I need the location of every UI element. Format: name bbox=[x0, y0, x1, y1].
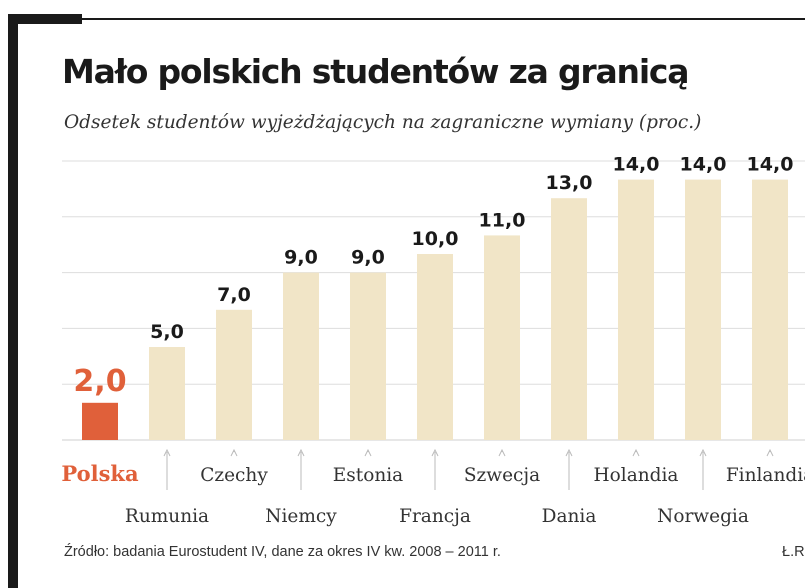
frame-top-rule bbox=[82, 18, 805, 20]
bar-polska bbox=[82, 402, 118, 440]
tick-arrow bbox=[498, 448, 506, 457]
bar-holandia bbox=[618, 179, 654, 440]
category-label: Czechy bbox=[200, 465, 268, 486]
value-label: 13,0 bbox=[546, 172, 593, 194]
category-label: Szwecja bbox=[464, 465, 540, 486]
tick-arrow bbox=[163, 448, 171, 457]
tick-arrow bbox=[699, 448, 707, 457]
value-label: 2,0 bbox=[73, 364, 126, 399]
value-label: 7,0 bbox=[217, 284, 251, 306]
bar-szwecja bbox=[484, 235, 520, 440]
category-label: Holandia bbox=[594, 465, 679, 486]
value-label: 14,0 bbox=[680, 154, 727, 176]
value-label: 9,0 bbox=[284, 247, 318, 269]
bars bbox=[82, 179, 788, 440]
source-note: Źródło: badania Eurostudent IV, dane za … bbox=[64, 544, 501, 560]
value-label: 5,0 bbox=[150, 321, 184, 343]
tick-arrow bbox=[632, 448, 640, 457]
bar-estonia bbox=[350, 272, 386, 440]
tick-arrow bbox=[364, 448, 372, 457]
value-label: 14,0 bbox=[747, 154, 794, 176]
tick-arrow bbox=[297, 448, 305, 457]
bar-norwegia bbox=[685, 179, 721, 440]
value-label: 11,0 bbox=[479, 209, 526, 231]
value-label: 14,0 bbox=[613, 154, 660, 176]
chart-subtitle: Odsetek studentów wyjeżdżających na zagr… bbox=[64, 112, 702, 133]
bar-rumunia bbox=[149, 347, 185, 440]
frame-top-tab bbox=[8, 14, 82, 24]
category-label: Dania bbox=[542, 506, 597, 527]
category-label: Norwegia bbox=[657, 506, 749, 527]
bar-czechy bbox=[216, 309, 252, 440]
category-label: Francja bbox=[399, 506, 471, 527]
tick-arrow bbox=[230, 448, 238, 457]
tick-arrow bbox=[431, 448, 439, 457]
labels: 2,0 Polska 5,0 Rumunia 7,0 Czechy 9,0 Niemcy 9,0… bbox=[61, 154, 805, 527]
category-label: Estonia bbox=[333, 465, 403, 486]
tick-arrow bbox=[766, 448, 774, 457]
category-label: Finlandia bbox=[726, 465, 805, 486]
value-label: 10,0 bbox=[412, 228, 459, 250]
frame-left-bar bbox=[8, 14, 18, 588]
category-label: Rumunia bbox=[125, 506, 209, 527]
bar-niemcy bbox=[283, 272, 319, 440]
category-label: Polska bbox=[61, 461, 139, 486]
tick-arrow bbox=[565, 448, 573, 457]
bar-francja bbox=[417, 254, 453, 440]
author-credit: Ł.R bbox=[782, 544, 805, 560]
value-label: 9,0 bbox=[351, 247, 385, 269]
category-label: Niemcy bbox=[265, 506, 337, 527]
bar-dania bbox=[551, 198, 587, 440]
bar-finlandia bbox=[752, 179, 788, 440]
chart-title: Mało polskich studentów za granicą bbox=[62, 52, 690, 91]
